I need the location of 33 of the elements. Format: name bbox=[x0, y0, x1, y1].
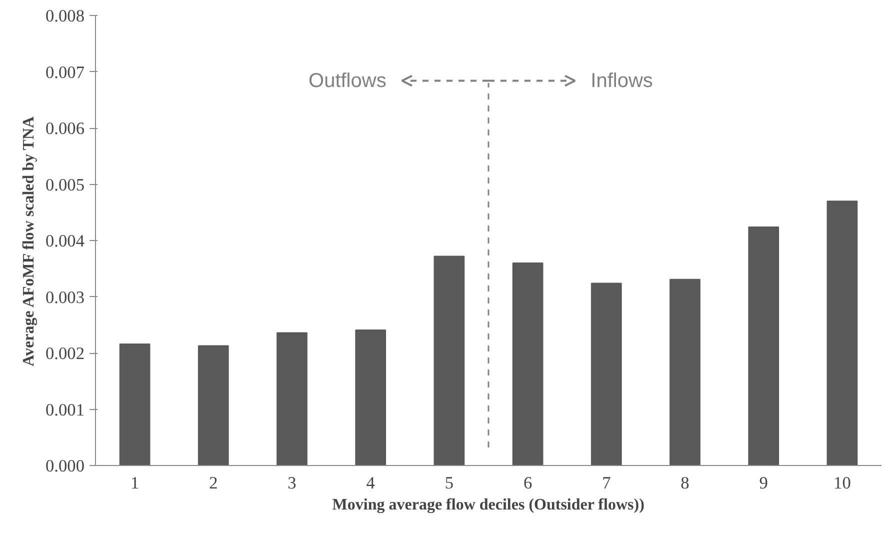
x-tick-label: 10 bbox=[834, 474, 851, 492]
bar bbox=[512, 262, 544, 466]
bar bbox=[434, 256, 465, 466]
x-axis-title: Moving average flow deciles (Outsider flows)) bbox=[332, 496, 644, 514]
y-tick-label: 0.000 bbox=[46, 456, 85, 476]
y-tick-label: 0.006 bbox=[46, 119, 85, 138]
y-tick-label: 0.008 bbox=[46, 6, 85, 26]
y-tick-label: 0.005 bbox=[46, 175, 85, 194]
x-tick-label: 3 bbox=[288, 474, 296, 492]
x-tick-label: 5 bbox=[444, 474, 454, 492]
y-tick-label: 0.007 bbox=[46, 62, 85, 82]
x-tick-label: 9 bbox=[759, 474, 768, 492]
x-tick-label: 1 bbox=[130, 474, 140, 492]
y-tick-label: 0.004 bbox=[46, 232, 85, 250]
bar bbox=[670, 278, 700, 466]
annotation: Inflows bbox=[590, 70, 653, 92]
y-tick-label: 0.003 bbox=[46, 288, 85, 307]
y-tick-label: 0.001 bbox=[46, 400, 85, 420]
bar bbox=[826, 200, 858, 466]
bar bbox=[198, 345, 229, 466]
bar bbox=[276, 332, 308, 466]
y-tick-label: 0.002 bbox=[46, 344, 85, 363]
y-axis-title: Average AFoMF flow scaled by TNA bbox=[20, 116, 38, 366]
x-tick-label: 7 bbox=[602, 474, 612, 492]
bar bbox=[748, 226, 780, 466]
bar bbox=[119, 344, 150, 466]
x-tick-label: 4 bbox=[366, 474, 376, 492]
x-tick-label: 2 bbox=[209, 474, 218, 492]
annotation: Outflows bbox=[308, 70, 386, 92]
x-tick-label: 8 bbox=[680, 474, 690, 492]
bar bbox=[355, 329, 386, 466]
bar bbox=[590, 282, 622, 466]
x-tick-label: 6 bbox=[523, 474, 532, 492]
